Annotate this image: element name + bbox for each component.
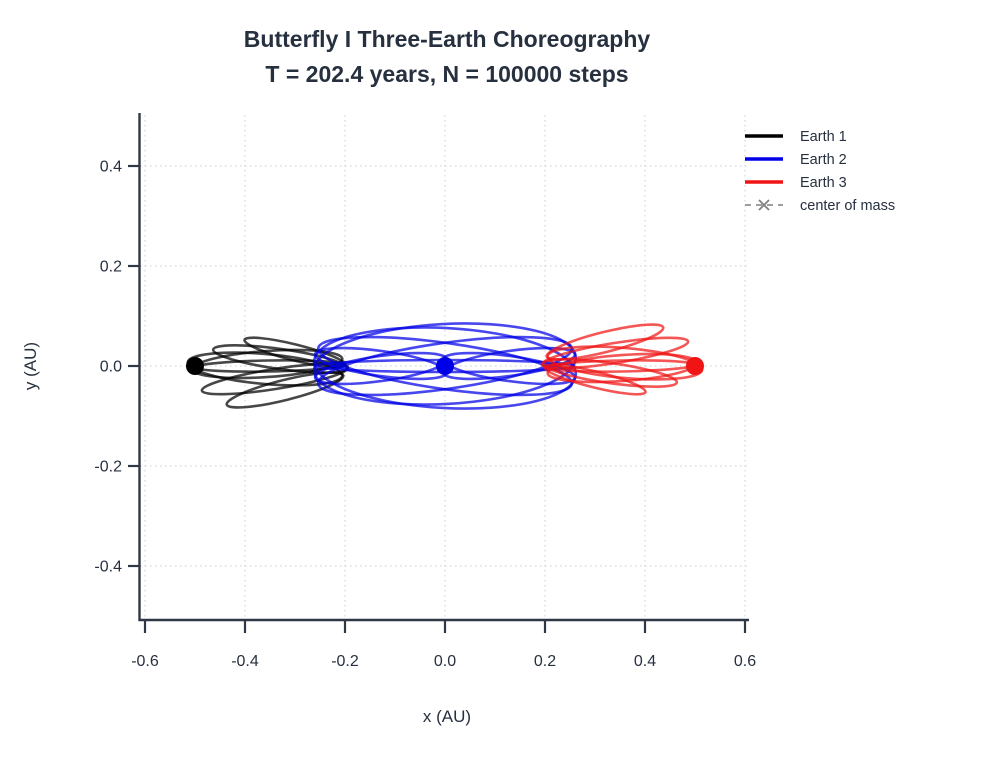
legend-label: Earth 3 — [800, 175, 847, 191]
x-tick-label: 0.6 — [734, 653, 756, 670]
y-tick-label: -0.4 — [94, 559, 122, 576]
legend-item-earth-3: Earth 3 — [745, 175, 847, 191]
x-tick-label: 0.4 — [634, 653, 656, 670]
y-tick-label: 0.2 — [100, 259, 122, 276]
trajectory-loop — [540, 336, 690, 370]
earth-2-marker — [436, 357, 454, 375]
marker-layer — [186, 357, 704, 375]
y-tick-label: 0.4 — [100, 159, 122, 176]
y-tick-label: 0.0 — [100, 359, 122, 376]
x-axis-label: x (AU) — [423, 707, 471, 726]
chart-title: Butterfly I Three-Earth Choreography — [244, 26, 651, 52]
legend-item-earth-2: Earth 2 — [745, 152, 847, 168]
earth-1-marker — [186, 357, 204, 375]
legend-item-center-of-mass: center of mass — [745, 198, 895, 214]
trajectory-loop — [545, 323, 665, 361]
trajectory-loop — [316, 335, 574, 397]
trajectory-loop — [312, 326, 578, 410]
x-tick-label: -0.4 — [231, 653, 259, 670]
x-tick-label: 0.2 — [534, 653, 556, 670]
legend-item-earth-1: Earth 1 — [745, 129, 847, 145]
legend-label: Earth 1 — [800, 129, 847, 145]
legend-x-marker-icon — [758, 199, 770, 211]
earth-3-marker — [686, 357, 704, 375]
x-tick-label: -0.6 — [131, 653, 159, 670]
trajectory-loop — [225, 371, 345, 409]
axis-layer: -0.6 -0.4 -0.2 0.0 0.2 0.4 0.6 -0.4 -0.2 0.0 0.2 0.… — [94, 113, 756, 670]
legend-label: center of mass — [800, 198, 895, 214]
chart-subtitle: T = 202.4 years, N = 100000 steps — [265, 61, 628, 87]
y-tick-label: -0.2 — [94, 459, 122, 476]
y-axis-label: y (AU) — [21, 342, 40, 390]
legend-label: Earth 2 — [800, 152, 847, 168]
earth-3-trajectory — [540, 323, 704, 396]
x-tick-label: -0.2 — [331, 653, 359, 670]
legend-layer: Earth 1 Earth 2 Earth 3 center of mass — [745, 129, 895, 214]
x-tick-label: 0.0 — [434, 653, 456, 670]
